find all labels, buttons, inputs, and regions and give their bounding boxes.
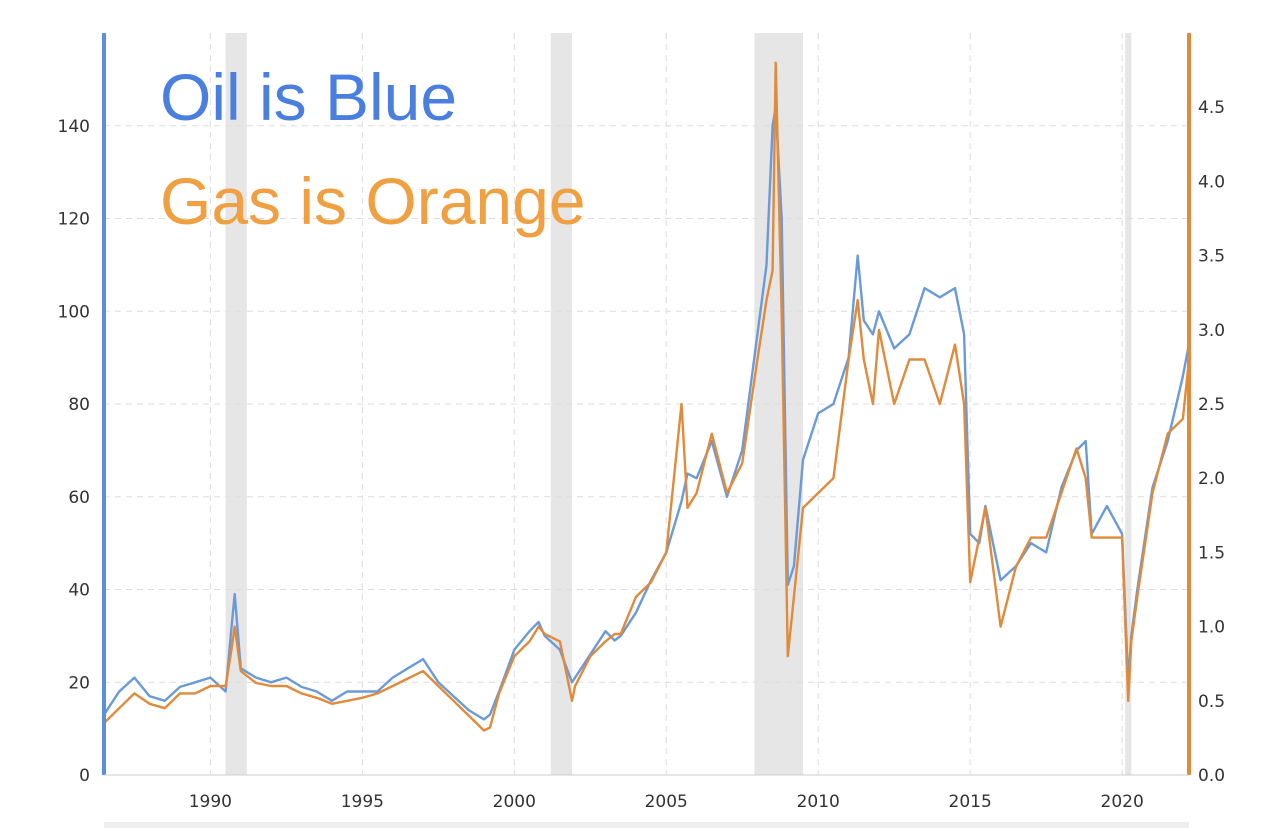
- x-tick-label: 2015: [949, 792, 992, 812]
- y-right-tick-label: 1.5: [1198, 543, 1225, 563]
- tick-labels: 1990 1995 2000 2005 2010 2015 2020 0 20 40 60 80 100…: [58, 98, 1226, 812]
- x-tick-label: 1990: [189, 792, 232, 812]
- x-tick-label: 2005: [645, 792, 688, 812]
- y-right-tick-label: 0.5: [1198, 692, 1225, 712]
- y-right-tick-label: 4.0: [1198, 172, 1225, 192]
- y-right-tick-label: 2.0: [1198, 469, 1225, 489]
- axes: [102, 33, 1191, 776]
- y-left-tick-label: 60: [68, 488, 90, 508]
- x-tick-label: 2000: [493, 792, 536, 812]
- y-left-tick-label: 120: [58, 210, 90, 230]
- series-layer: [102, 61, 1191, 732]
- y-left-tick-label: 80: [68, 395, 90, 415]
- x-tick-label: 1995: [341, 792, 384, 812]
- gas-price-line: [103, 61, 1191, 732]
- x-tick-label: 2020: [1101, 792, 1144, 812]
- y-right-tick-label: 2.5: [1198, 395, 1225, 415]
- y-right-tick-label: 3.0: [1198, 321, 1225, 341]
- y-right-tick-label: 3.5: [1198, 247, 1225, 267]
- y-left-tick-label: 0: [79, 766, 90, 786]
- y-left-tick-label: 20: [68, 673, 90, 693]
- footer-strip: [104, 822, 1189, 828]
- grid-lines: [104, 33, 1189, 775]
- y-right-tick-label: 1.0: [1198, 618, 1225, 638]
- annotations: Oil is Blue Gas is Orange: [160, 60, 586, 238]
- y-right-tick-label: 0.0: [1198, 766, 1225, 786]
- y-left-tick-label: 100: [58, 302, 90, 322]
- gas-legend-annotation: Gas is Orange: [160, 164, 586, 238]
- oil-legend-annotation: Oil is Blue: [160, 60, 457, 134]
- y-right-tick-label: 4.5: [1198, 98, 1225, 118]
- y-left-tick-label: 40: [68, 581, 90, 601]
- x-tick-label: 2010: [797, 792, 840, 812]
- y-left-tick-label: 140: [58, 117, 90, 137]
